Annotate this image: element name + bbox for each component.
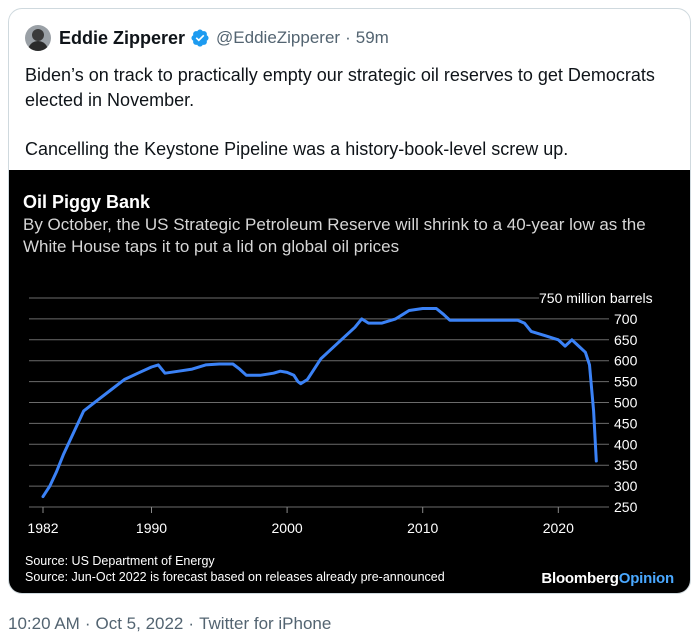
y-tick-label: 600 [614, 353, 638, 369]
x-tick-label: 2020 [543, 520, 574, 536]
y-tick-label: 250 [614, 499, 638, 515]
y-axis-unit-label: 750 million barrels [539, 290, 653, 306]
bloomberg-opinion-logo: BloombergOpinion [541, 570, 674, 587]
series-line [41, 307, 598, 499]
y-tick-label: 550 [614, 374, 638, 390]
header-separator: · [345, 28, 351, 47]
chart-source-1: Source: US Department of Energy [25, 554, 215, 568]
tweet-paragraph-2: Cancelling the Keystone Pipeline was a h… [25, 139, 569, 159]
x-tick-label: 1982 [27, 520, 58, 536]
relative-timestamp[interactable]: 59m [355, 28, 389, 47]
y-tick-label: 700 [614, 311, 638, 327]
tweet-footer: 10:20 AM · Oct 5, 2022 · Twitter for iPhone [8, 614, 331, 634]
avatar[interactable] [25, 25, 51, 51]
y-tick-label: 650 [614, 332, 638, 348]
tweet-header: Eddie Zipperer @EddieZipperer · 59m [25, 24, 389, 52]
line-chart: 750 million barrels 700 650 600 550 500 450 400… [27, 290, 653, 536]
footer-time[interactable]: 10:20 AM [8, 614, 80, 633]
y-tick-label: 500 [614, 395, 638, 411]
chart-title: Oil Piggy Bank [23, 192, 151, 212]
tweet-card[interactable]: Eddie Zipperer @EddieZipperer · 59m Bide… [8, 8, 691, 594]
y-tick-label: 400 [614, 436, 638, 452]
footer-separator-2: · [188, 614, 195, 633]
tweet-text: Biden’s on track to practically empty ou… [25, 63, 675, 162]
tweet-paragraph-1: Biden’s on track to practically empty ou… [25, 65, 655, 110]
author-name[interactable]: Eddie Zipperer [59, 27, 186, 48]
chart-source-2: Source: Jun-Oct 2022 is forecast based o… [25, 570, 445, 584]
footer-source[interactable]: Twitter for iPhone [199, 614, 332, 633]
y-tick-label: 300 [614, 478, 638, 494]
chart-image[interactable]: Oil Piggy Bank By October, the US Strate… [9, 170, 690, 593]
verified-badge-icon[interactable] [190, 28, 210, 48]
brand-opinion: Opinion [618, 570, 674, 587]
brand-bloomberg: Bloomberg [541, 570, 619, 587]
x-tick-label: 1990 [136, 520, 167, 536]
y-tick-label: 450 [614, 415, 638, 431]
x-tick-label: 2000 [272, 520, 303, 536]
footer-date[interactable]: Oct 5, 2022 [95, 614, 184, 633]
y-tick-label: 350 [614, 457, 638, 473]
chart-subtitle: By October, the US Strategic Petroleum R… [23, 215, 646, 256]
footer-separator-1: · [84, 614, 91, 633]
x-tick-label: 2010 [407, 520, 438, 536]
author-handle[interactable]: @EddieZipperer [216, 28, 341, 47]
